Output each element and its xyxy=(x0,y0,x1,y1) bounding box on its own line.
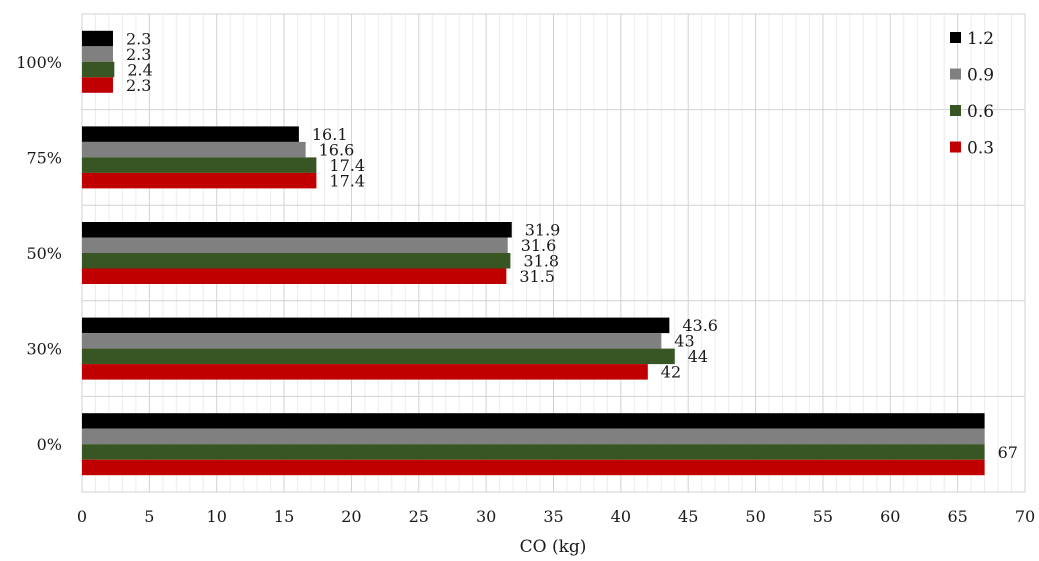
bars-layer xyxy=(82,30,985,476)
x-tick-label: 55 xyxy=(813,507,833,526)
bar-0%-series-0.9 xyxy=(82,428,985,445)
bar-100%-series-0.9 xyxy=(82,46,113,62)
value-labels-layer: 2.32.32.42.316.116.617.417.431.931.631.8… xyxy=(126,29,1018,462)
x-tick-label: 20 xyxy=(341,507,361,526)
bar-value-label: 43 xyxy=(674,332,694,351)
x-tick-label: 45 xyxy=(678,507,698,526)
bar-value-label: 44 xyxy=(688,347,708,366)
bar-30%-series-0.3 xyxy=(82,364,648,380)
bar-value-label: 31.6 xyxy=(521,236,557,255)
legend-swatch-0.9 xyxy=(950,68,961,80)
bar-value-label: 2.4 xyxy=(127,60,152,79)
y-category-label: 75% xyxy=(26,148,62,167)
bar-50%-series-0.9 xyxy=(82,237,508,253)
bar-75%-series-0.6 xyxy=(82,157,317,173)
legend-swatch-1.2 xyxy=(950,32,961,43)
bar-value-label: 2.3 xyxy=(126,45,151,64)
x-tick-label: 65 xyxy=(947,507,967,526)
x-tick-label: 0 xyxy=(77,507,87,526)
bar-value-label: 31.5 xyxy=(519,267,555,286)
x-tick-label: 25 xyxy=(409,507,429,526)
bar-30%-series-0.9 xyxy=(82,333,662,349)
bar-75%-series-0.3 xyxy=(82,172,317,189)
bar-value-label: 31.8 xyxy=(523,252,559,271)
bar-0%-series-1.2 xyxy=(82,413,985,429)
x-tick-label: 35 xyxy=(543,507,563,526)
bar-value-label: 2.3 xyxy=(126,76,151,95)
x-tick-label: 10 xyxy=(207,507,227,526)
bar-75%-series-1.2 xyxy=(82,126,299,142)
legend-label: 0.6 xyxy=(967,102,994,122)
bar-75%-series-0.9 xyxy=(82,141,306,158)
bar-50%-series-1.2 xyxy=(82,222,512,238)
y-category-label: 0% xyxy=(37,435,62,454)
bar-0%-series-0.6 xyxy=(82,444,985,460)
bar-value-label: 31.9 xyxy=(525,221,561,240)
legend-label: 0.3 xyxy=(967,139,994,159)
x-tick-label: 30 xyxy=(476,507,496,526)
bar-100%-series-1.2 xyxy=(82,30,113,47)
bar-value-label: 17.4 xyxy=(329,156,365,175)
group-value-label: 67 xyxy=(998,443,1018,462)
legend-label: 1.2 xyxy=(967,29,994,49)
y-category-label: 100% xyxy=(16,53,62,72)
bar-0%-series-0.3 xyxy=(82,459,985,476)
x-tick-label: 50 xyxy=(745,507,765,526)
x-tick-label: 60 xyxy=(880,507,900,526)
bar-value-label: 43.6 xyxy=(682,316,718,335)
bar-50%-series-0.3 xyxy=(82,268,507,284)
axis-layer: 100% 75% 50% 30% 0% 0 5 10 15 20 25 30 35 40 45 50 55 60 6… xyxy=(16,53,1035,526)
legend-swatch-0.6 xyxy=(950,105,961,116)
bar-100%-series-0.3 xyxy=(82,77,113,93)
x-tick-label: 15 xyxy=(274,507,294,526)
bar-100%-series-0.6 xyxy=(82,61,115,78)
bar-value-label: 16.1 xyxy=(312,125,348,144)
bar-value-label: 16.6 xyxy=(319,140,355,159)
bar-30%-series-0.6 xyxy=(82,348,675,365)
y-category-label: 30% xyxy=(26,340,62,359)
legend-swatch-0.3 xyxy=(950,141,961,153)
bar-50%-series-0.6 xyxy=(82,253,511,269)
x-tick-label: 70 xyxy=(1015,507,1035,526)
x-axis-title: CO (kg) xyxy=(520,537,587,557)
legend-label: 0.9 xyxy=(967,66,994,86)
bar-value-label: 2.3 xyxy=(126,29,151,48)
legend: 1.2 0.9 0.6 0.3 xyxy=(950,29,994,159)
x-tick-label: 5 xyxy=(144,507,154,526)
bar-value-label: 42 xyxy=(661,363,681,382)
bar-value-label: 17.4 xyxy=(329,171,365,190)
bar-30%-series-1.2 xyxy=(82,317,670,334)
x-tick-label: 40 xyxy=(611,507,631,526)
y-category-label: 50% xyxy=(26,244,62,263)
